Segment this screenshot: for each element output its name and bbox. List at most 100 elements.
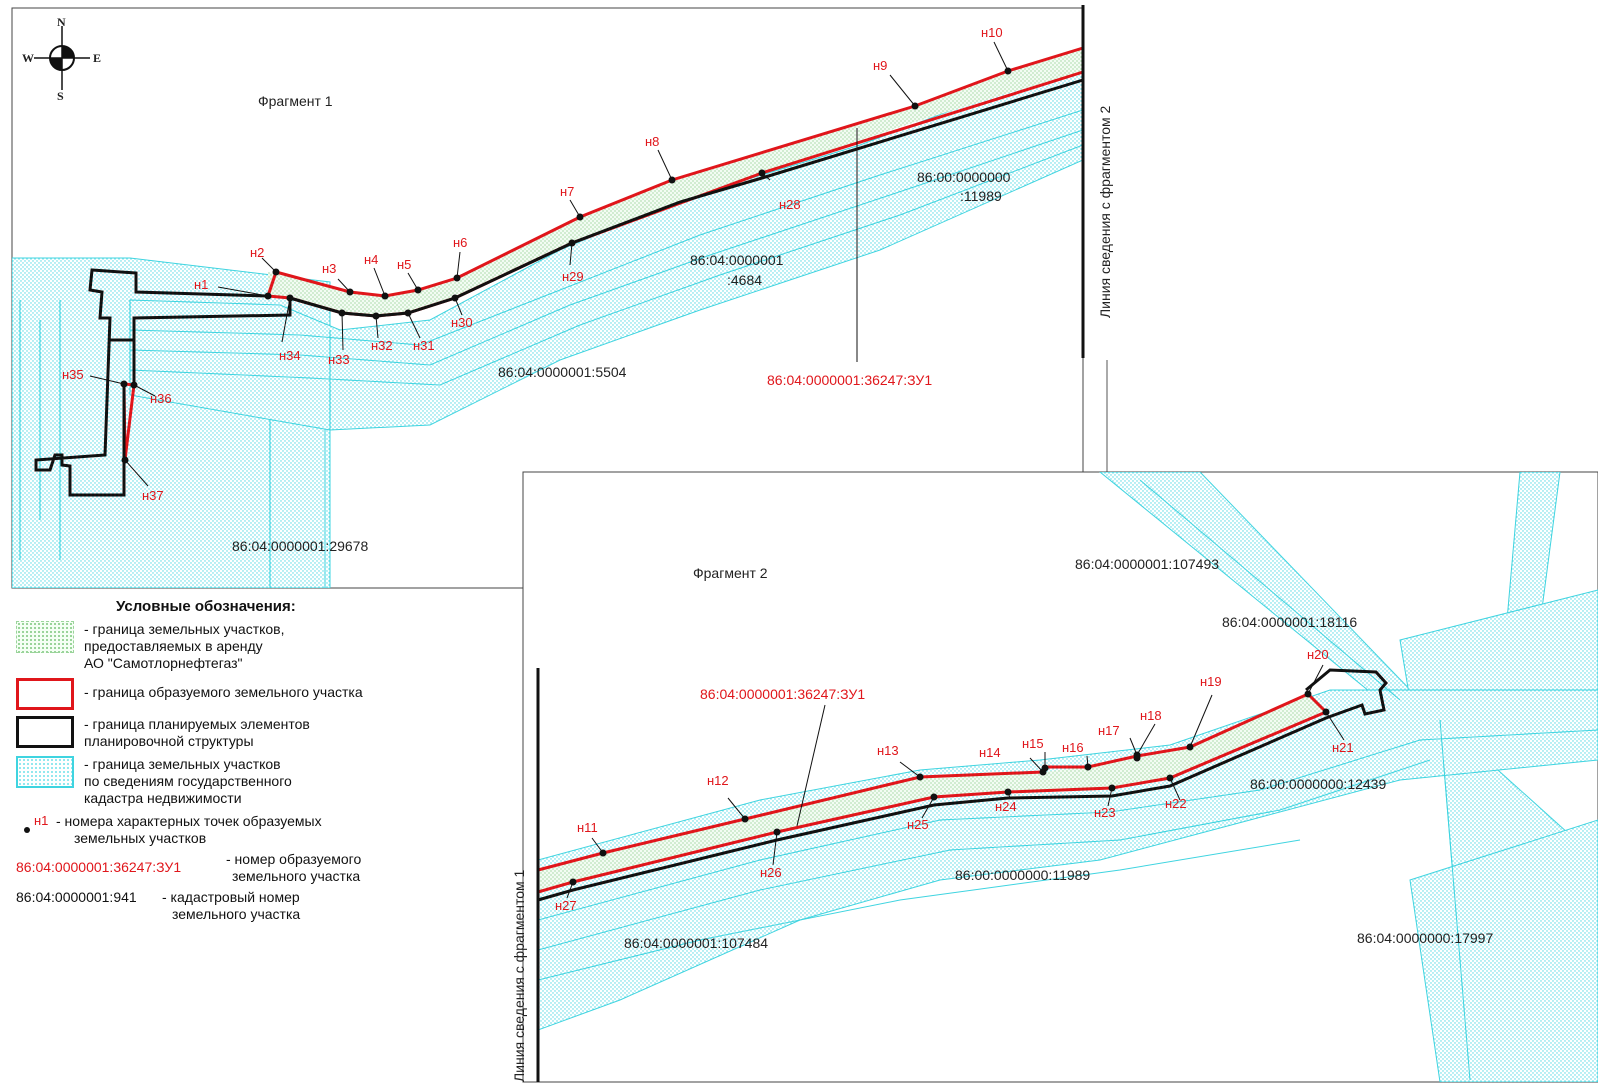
point-label: н20	[1307, 647, 1329, 662]
point-label: н8	[645, 134, 659, 149]
compass-e: E	[93, 51, 101, 65]
cadastral-label: 86:04:0000000:17997	[1357, 930, 1493, 946]
legend-swatch-leased	[16, 621, 74, 653]
legend-text: - граница образуемого земельного участка	[84, 684, 363, 700]
legend-text: - граница земельных участков,	[84, 621, 285, 637]
leader-lines-fragment-2	[566, 664, 1345, 899]
point-label: н17	[1098, 723, 1120, 738]
legend-text: предоставляемых в аренду	[84, 638, 263, 654]
legend-text: планировочной структуры	[84, 733, 254, 749]
point-label: н5	[397, 257, 411, 272]
legend-text: - номера характерных точек образуемых	[56, 813, 322, 829]
point-label: н3	[322, 261, 336, 276]
legend-row-black: - граница планируемых элементов планиров…	[16, 716, 516, 750]
legend-swatch-cyan	[16, 756, 74, 788]
point-label: н10	[981, 25, 1003, 40]
fragment-1: N S W E Фрагмент 1 86:00:0000000 :11989 …	[11, 5, 1113, 589]
legend-text: земельного участка	[172, 906, 301, 922]
black-boundary-fragment-2	[537, 668, 1389, 902]
legend-text: - граница земельных участков	[84, 756, 281, 772]
cadastral-label: 86:04:0000001:5504	[498, 364, 627, 380]
link-line-label: Линия сведения с фрагментом 1	[511, 869, 527, 1082]
point-label: н6	[453, 235, 467, 250]
cadastral-label: 86:00:0000000:12439	[1250, 776, 1386, 792]
cadastral-label: 86:04:0000001	[690, 252, 784, 268]
legend-point-label: н1	[34, 813, 49, 828]
cadastral-label: 86:04:0000001:18116	[1222, 614, 1357, 630]
legend-swatch-red	[16, 678, 74, 710]
link-line-label: Линия сведения с фрагментом 2	[1097, 105, 1113, 318]
legend-swatch-black	[16, 716, 74, 748]
compass-n: N	[57, 15, 66, 29]
point-label: н28	[779, 197, 801, 212]
compass-rose-icon: N S W E	[22, 15, 101, 103]
point-label: н36	[150, 391, 172, 406]
cadastral-label: 86:00:0000000:11989	[955, 867, 1090, 883]
legend-row-cyan: - граница земельных участков по сведения…	[16, 756, 516, 807]
point-label: н4	[364, 252, 378, 267]
point-labels-fragment-2: н11 н12 н13 н14 н15 н16 н17 н18 н19 н20 …	[555, 647, 1354, 913]
compass-s: S	[57, 89, 64, 103]
leased-strip-fragment-2	[538, 694, 1326, 892]
legend-text: АО "Самотлорнефтегаз"	[84, 655, 243, 671]
point-label: н26	[760, 865, 782, 880]
legend-row-points: н1 - номера характерных точек образуемых…	[16, 813, 516, 847]
point-marker-icon	[24, 827, 30, 833]
point-label: н30	[451, 315, 473, 330]
legend-row-cadastral: 86:04:0000001:941 - кадастровый номер зе…	[16, 889, 516, 923]
point-label: н11	[577, 820, 598, 835]
point-label: н21	[1332, 740, 1354, 755]
point-label: н13	[877, 743, 899, 758]
point-label: н15	[1022, 736, 1044, 751]
point-label: н7	[560, 184, 574, 199]
point-label: н37	[142, 488, 164, 503]
cadastral-label: 86:04:0000001:107493	[1075, 556, 1219, 572]
point-label: н22	[1165, 796, 1187, 811]
legend: Условные обозначения: - граница земельны…	[16, 598, 516, 927]
point-label: н23	[1094, 805, 1116, 820]
red-boundary-fragment-2	[537, 692, 1329, 894]
point-label: н1	[194, 277, 208, 292]
compass-w: W	[22, 51, 34, 65]
legend-text: земельных участков	[74, 830, 207, 846]
legend-row-red: - граница образуемого земельного участка	[16, 678, 516, 710]
point-label: н27	[555, 898, 577, 913]
cadastral-label: :11989	[960, 188, 1002, 204]
legend-text: кадастра недвижимости	[84, 790, 242, 806]
legend-text: земельного участка	[232, 868, 361, 884]
point-markers-fragment-2	[569, 690, 1330, 886]
point-label: н12	[707, 773, 729, 788]
legend-text: - граница планируемых элементов	[84, 716, 310, 732]
point-label: н32	[371, 338, 393, 353]
legend-number-example: 86:04:0000001:36247:ЗУ1	[16, 859, 182, 875]
point-label: н16	[1062, 740, 1084, 755]
legend-title: Условные обозначения:	[116, 598, 296, 615]
legend-cadastral-example: 86:04:0000001:941	[16, 889, 137, 905]
cadastral-parcels-fragment-2	[538, 472, 1598, 1082]
fragment-2-title: Фрагмент 2	[693, 565, 768, 581]
point-label: н19	[1200, 674, 1222, 689]
cadastral-label: 86:04:0000001:29678	[232, 538, 368, 554]
legend-row-leased: - граница земельных участков, предоставл…	[16, 621, 516, 672]
parcel-label: 86:04:0000001:36247:ЗУ1	[767, 372, 932, 388]
legend-text: - номер образуемого	[226, 851, 362, 867]
legend-row-number: 86:04:0000001:36247:ЗУ1 - номер образуем…	[16, 851, 516, 885]
point-label: н34	[279, 348, 301, 363]
point-label: н9	[873, 58, 887, 73]
legend-text: - кадастровый номер	[162, 889, 300, 905]
cadastral-label: 86:04:0000001:107484	[624, 935, 768, 951]
leased-strip-fragment-1	[268, 48, 1083, 316]
parcel-label: 86:04:0000001:36247:ЗУ1	[700, 686, 865, 702]
point-label: н35	[62, 367, 84, 382]
point-labels-fragment-1: н1 н2 н3 н4 н5 н6 н7 н8 н9 н10 н28 н29 н…	[62, 25, 1003, 503]
leader-lines-fragment-1	[89, 41, 1009, 487]
point-label: н33	[328, 352, 350, 367]
fragment-2: Фрагмент 2 86:04:0000001:107493 86:04:00…	[511, 471, 1598, 1083]
point-label: н24	[995, 799, 1017, 814]
fragment-1-title: Фрагмент 1	[258, 93, 333, 109]
cadastral-label: 86:00:0000000	[917, 169, 1011, 185]
point-label: н25	[907, 817, 929, 832]
point-label: н18	[1140, 708, 1162, 723]
point-label: н2	[250, 245, 264, 260]
